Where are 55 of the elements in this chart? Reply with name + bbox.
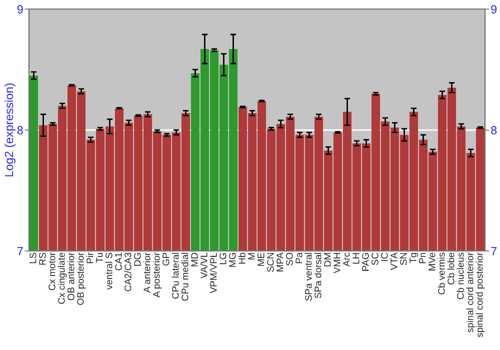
x-tick-label: OB posterior xyxy=(76,252,86,305)
x-tick-label: RS xyxy=(39,252,46,265)
x-tick-label: Pn xyxy=(419,252,426,264)
y-tick-label: 7 xyxy=(17,247,23,256)
x-tick-label: Tg xyxy=(410,252,418,264)
x-tick-label: GP xyxy=(162,252,170,266)
x-tick-label: Cx cingulate xyxy=(58,252,67,304)
x-tick-label: spinal cord posterior xyxy=(476,252,485,338)
x-tick-label: CPu lateral xyxy=(172,252,179,299)
x-tick-label: CA2/CA3 xyxy=(124,252,132,292)
x-tick-label: LG xyxy=(220,253,226,264)
x-tick-label: SO xyxy=(286,252,293,266)
x-tick-label: SPa ventral xyxy=(304,252,312,301)
x-tick-label: Pir xyxy=(86,252,94,264)
x-tick-label: VA/VL xyxy=(200,252,208,278)
x-tick-label: OB anterior xyxy=(67,252,74,300)
x-tick-label: LS xyxy=(30,252,36,264)
x-tick-label: SCN xyxy=(267,253,274,272)
x-tick-label: MPA xyxy=(276,252,284,272)
x-tick-label: VMH xyxy=(334,253,340,274)
x-tick-label: Cb vermis xyxy=(438,252,445,294)
x-tick-label: Tu xyxy=(96,252,103,263)
x-tick-label: SPa dorsal xyxy=(314,252,322,298)
x-tick-label: Pa xyxy=(296,252,302,264)
x-tick-label: IC xyxy=(381,252,388,261)
x-tick-label: CPu medial xyxy=(181,252,188,301)
x-tick-label: SN xyxy=(400,253,407,266)
x-tick-label: ME xyxy=(258,252,264,266)
x-tick-label: PAG xyxy=(362,253,369,271)
x-tick-label: A posterior xyxy=(152,252,162,298)
x-tick-label: M xyxy=(248,253,255,260)
x-tick-label: VTA xyxy=(390,252,398,270)
x-tick-label: spinal cord anterior xyxy=(466,252,476,332)
x-tick-label: Cb lobe xyxy=(447,252,454,284)
x-tick-label: MVe xyxy=(428,252,436,270)
x-tick-label: MD xyxy=(191,252,198,266)
x-tick-label: VPM/VPL xyxy=(210,252,217,294)
x-tick-label: Cb nucleus xyxy=(456,252,464,300)
y2-tick-label: 9 xyxy=(491,5,497,14)
x-tick-label: Hb xyxy=(238,252,246,264)
x-tick-label: A anterior xyxy=(143,252,150,293)
y2-tick-label: 7 xyxy=(491,247,497,256)
x-tick-label: LH xyxy=(352,253,360,264)
y-axis-title: Log2 (expression) xyxy=(4,84,16,176)
x-tick-label: SC xyxy=(372,252,378,266)
x-tick-label: DM xyxy=(324,253,331,266)
x-tick-label: DG xyxy=(134,253,141,266)
x-tick-label: ventral S xyxy=(105,252,112,290)
x-tick-label: Cx motor xyxy=(48,252,56,290)
y-tick-label: 9 xyxy=(17,5,23,14)
y2-tick-label: 8 xyxy=(491,126,497,134)
x-tick-label: CA1 xyxy=(115,252,122,270)
y-tick-label: 8 xyxy=(17,126,23,134)
x-tick-label: Arc xyxy=(343,252,350,266)
x-tick-label: MG xyxy=(229,253,236,267)
